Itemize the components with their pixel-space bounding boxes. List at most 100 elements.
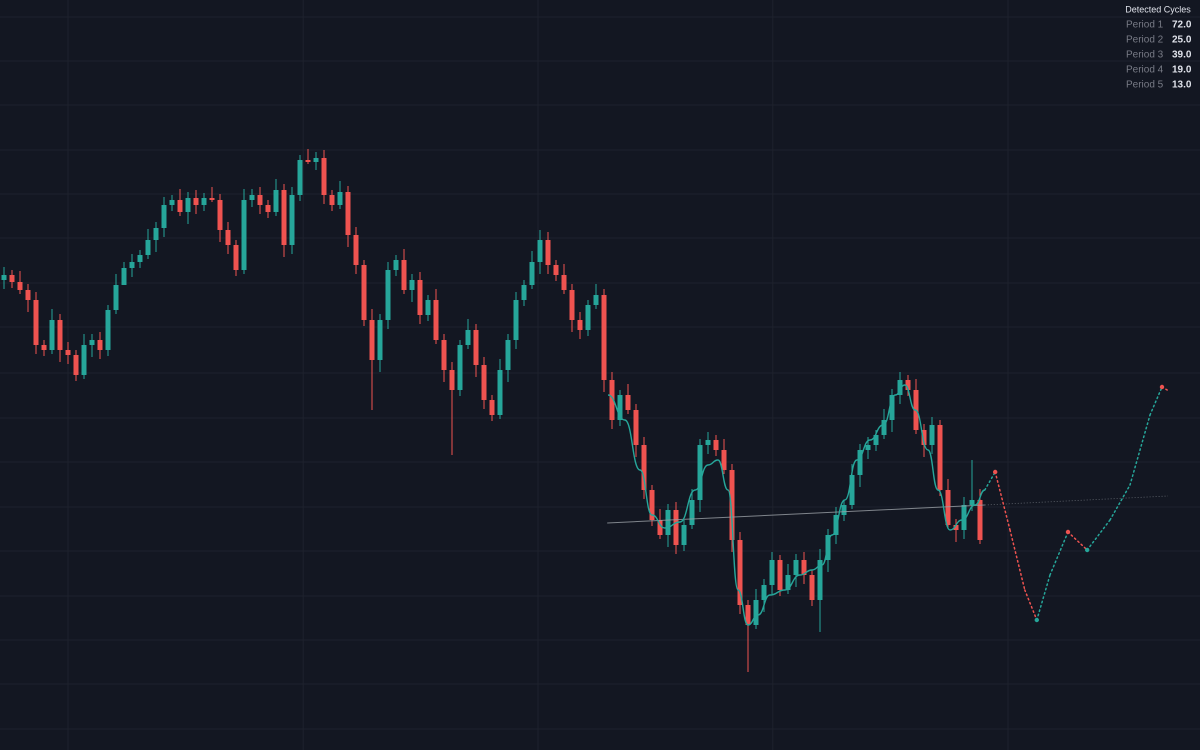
candle-body: [73, 355, 79, 375]
candle-body: [81, 345, 87, 375]
candle-body: [241, 200, 247, 270]
candle-body: [937, 425, 943, 490]
candle-body: [833, 515, 839, 535]
candle-body: [593, 295, 599, 305]
candle-body: [961, 505, 967, 530]
fit-line: [607, 384, 986, 626]
candle-body: [641, 445, 647, 490]
candle-body: [769, 560, 775, 585]
candle-body: [377, 320, 383, 360]
candle-body: [465, 330, 471, 345]
candle-body: [177, 200, 183, 212]
candle-body: [705, 440, 711, 445]
candle-body: [161, 205, 167, 228]
candle-body: [225, 230, 231, 245]
cycles-legend: Detected Cycles Period 1 72.0 Period 2 25.0…: [1125, 4, 1192, 90]
candle-body: [289, 195, 295, 245]
candle-body: [585, 305, 591, 330]
candle-body: [393, 260, 399, 270]
candle-body: [561, 275, 567, 290]
candle-body: [209, 198, 215, 200]
candle-body: [577, 320, 583, 330]
candle-body: [889, 395, 895, 420]
candle-body: [617, 395, 623, 420]
candle-body: [857, 450, 863, 475]
forecast-segment: [1036, 574, 1051, 621]
candle-body: [713, 440, 719, 450]
candle-body: [337, 192, 343, 205]
candle-body: [49, 320, 55, 350]
candle-body: [65, 350, 71, 355]
candle-body: [905, 380, 911, 390]
forecast-segment: [1009, 529, 1026, 591]
candle-body: [785, 575, 791, 590]
candle-body: [665, 510, 671, 535]
candle-body: [185, 198, 191, 212]
candle-body: [401, 260, 407, 290]
candle-body: [505, 340, 511, 370]
candle-body: [9, 275, 15, 282]
trend-line: [607, 504, 985, 524]
forecast-segment: [1067, 531, 1088, 551]
candle-body: [633, 410, 639, 445]
candle-body: [153, 228, 159, 240]
candle-body: [345, 192, 351, 235]
candle-body: [953, 525, 959, 530]
plot: [1, 149, 1169, 672]
candle-body: [481, 365, 487, 400]
candle-body: [25, 290, 31, 300]
candle-body: [721, 450, 727, 470]
candle-body: [369, 320, 375, 360]
candle-body: [737, 540, 743, 605]
candle-body: [137, 255, 143, 262]
candle-body: [473, 330, 479, 365]
candle-body: [609, 380, 615, 420]
candle-body: [897, 380, 903, 395]
candle-body: [489, 400, 495, 415]
candle-body: [753, 600, 759, 625]
candle-body: [929, 425, 935, 445]
candle-body: [625, 395, 631, 410]
cycle-name: Period 1: [1126, 20, 1164, 31]
cycle-period: 72.0: [1172, 20, 1192, 31]
candle-body: [201, 198, 207, 205]
candle-body: [1, 275, 7, 280]
trend-line: [984, 495, 1169, 506]
candle-body: [193, 198, 199, 205]
forecast-peak: [1065, 529, 1071, 535]
candle-body: [257, 195, 263, 205]
candle-body: [681, 525, 687, 545]
cycle-name: Period 4: [1126, 65, 1164, 76]
candle-body: [529, 262, 535, 285]
candle-body: [217, 200, 223, 230]
candle-body: [385, 270, 391, 320]
candle-body: [793, 560, 799, 575]
candle-body: [969, 500, 975, 505]
candle-body: [281, 190, 287, 245]
candle-body: [881, 420, 887, 435]
candle-body: [977, 500, 983, 540]
candle-body: [513, 300, 519, 340]
cycle-period: 39.0: [1172, 50, 1192, 61]
candle-body: [449, 370, 455, 390]
candle-body: [673, 510, 679, 545]
candle-body: [569, 290, 575, 320]
candle-body: [417, 280, 423, 315]
candle-body: [873, 435, 879, 445]
candle-body: [809, 575, 815, 600]
candle-body: [145, 240, 151, 255]
forecast-segment: [1149, 386, 1163, 416]
candle-body: [841, 505, 847, 515]
candle-body: [121, 268, 127, 285]
candle-body: [57, 320, 63, 350]
legend-title: Detected Cycles: [1125, 4, 1191, 14]
candle-body: [305, 160, 311, 162]
candle-body: [249, 195, 255, 200]
candle-body: [729, 470, 735, 540]
candle-body: [689, 500, 695, 525]
forecast-segment: [1024, 589, 1038, 621]
candle-body: [553, 265, 559, 275]
cycle-period: 19.0: [1172, 65, 1192, 76]
